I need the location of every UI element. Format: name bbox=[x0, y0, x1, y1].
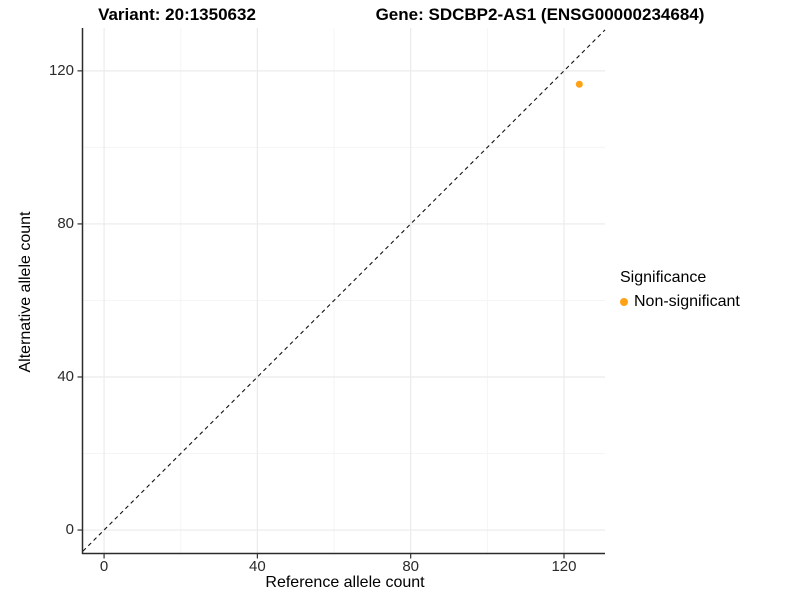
legend-point-icon bbox=[620, 298, 628, 306]
y-tick-label: 0 bbox=[65, 521, 74, 539]
legend-item-label: Non-significant bbox=[634, 293, 740, 310]
legend-item: Non-significant bbox=[620, 293, 740, 311]
y-tick-label: 80 bbox=[57, 214, 74, 232]
y-axis-title: Alternative allele count bbox=[17, 211, 34, 373]
legend-title: Significance bbox=[620, 269, 707, 286]
y-tick-label: 120 bbox=[48, 61, 74, 79]
gene-title: Gene: SDCBP2-AS1 (ENSG00000234684) bbox=[375, 5, 705, 24]
y-tick-label: 40 bbox=[57, 367, 74, 385]
x-tick-label: 120 bbox=[551, 558, 577, 575]
x-tick-label: 0 bbox=[99, 558, 109, 575]
identity-dashed-line bbox=[82, 29, 606, 552]
x-tick-label: 40 bbox=[249, 558, 266, 575]
variant-title: Variant: 20:1350632 bbox=[98, 5, 256, 24]
data-point bbox=[575, 80, 583, 88]
x-tick-label: 80 bbox=[402, 558, 420, 575]
x-axis-title: Reference allele count bbox=[265, 574, 425, 591]
legend: Significance Non-significant bbox=[620, 269, 740, 311]
